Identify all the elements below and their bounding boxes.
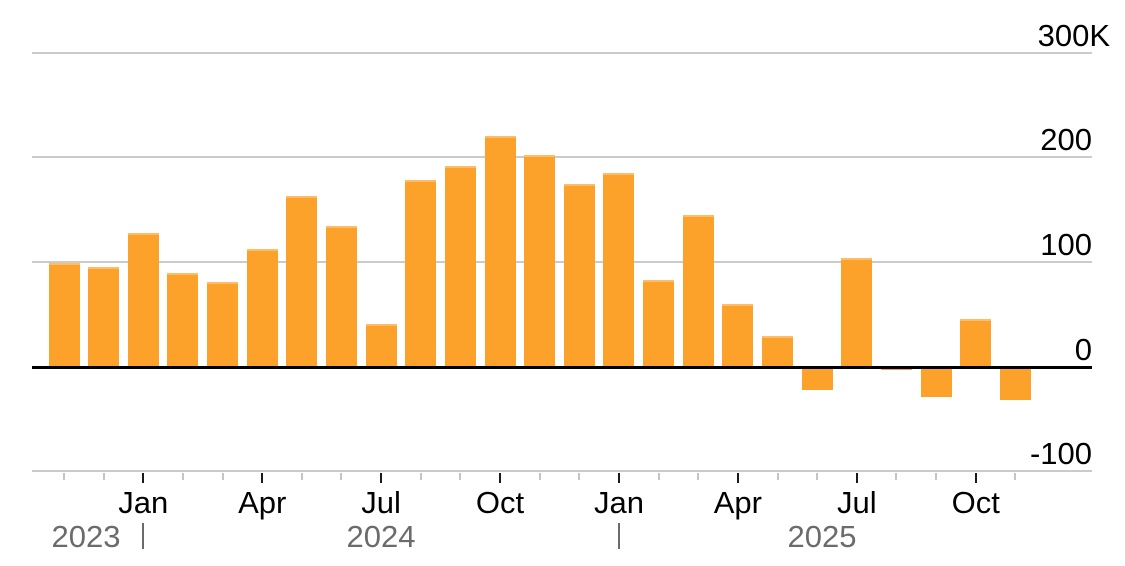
data-bar xyxy=(365,323,397,367)
data-bar xyxy=(484,136,516,367)
data-bar xyxy=(524,155,556,367)
x-tick-major xyxy=(736,472,739,483)
data-bar xyxy=(405,180,437,367)
data-bar xyxy=(207,281,239,367)
data-bar xyxy=(48,263,80,367)
x-tick-minor xyxy=(578,472,581,480)
x-tick-minor xyxy=(459,472,462,480)
x-tick-minor xyxy=(181,472,184,480)
x-tick-major xyxy=(974,472,977,483)
x-tick-minor xyxy=(935,472,938,480)
data-bar xyxy=(682,214,714,367)
x-tick-minor xyxy=(102,472,105,480)
x-tick-minor xyxy=(300,472,303,480)
x-tick-minor xyxy=(538,472,541,480)
data-bar xyxy=(563,183,595,367)
data-bar xyxy=(762,336,794,367)
year-divider xyxy=(142,523,145,549)
x-axis-year-label: 2025 xyxy=(787,519,857,554)
x-tick-minor xyxy=(419,472,422,480)
x-tick-major xyxy=(142,472,145,483)
y-axis-tick-label: 0 xyxy=(1074,331,1092,367)
x-tick-minor xyxy=(776,472,779,480)
data-bar xyxy=(722,303,754,367)
data-bar xyxy=(246,249,278,367)
x-tick-minor xyxy=(697,472,700,480)
data-bar xyxy=(167,272,199,367)
gridline xyxy=(32,51,1092,54)
x-tick-minor xyxy=(657,472,660,480)
y-axis-tick-label: 300K xyxy=(1037,17,1110,53)
data-bar xyxy=(444,165,476,367)
data-bar xyxy=(325,226,357,367)
data-bar xyxy=(643,279,675,367)
x-axis-year-label: 2023 xyxy=(51,519,121,554)
x-tick-major xyxy=(499,472,502,483)
year-divider xyxy=(617,523,620,549)
data-bar xyxy=(999,366,1031,401)
x-tick-minor xyxy=(63,472,65,480)
gridline xyxy=(32,156,1092,159)
x-tick-minor xyxy=(1014,472,1017,480)
data-bar xyxy=(88,267,120,367)
x-tick-major xyxy=(617,472,620,483)
x-axis-month-label: Apr xyxy=(713,485,762,520)
x-tick-minor xyxy=(895,472,898,480)
x-axis-month-label: Oct xyxy=(951,485,1000,520)
data-bar xyxy=(286,196,318,367)
zero-baseline xyxy=(32,365,1092,369)
x-axis-month-label: Oct xyxy=(475,485,525,520)
data-bar xyxy=(603,173,635,367)
gridline xyxy=(32,261,1092,264)
data-bar xyxy=(127,232,159,367)
x-tick-major xyxy=(855,472,858,483)
x-tick-major xyxy=(380,472,383,483)
x-tick-minor xyxy=(221,472,224,480)
x-axis-line xyxy=(32,470,1092,473)
data-bar xyxy=(841,257,873,367)
x-axis-year-label: 2024 xyxy=(346,519,416,554)
x-axis-month-label: Jan xyxy=(118,485,169,520)
y-axis-tick-label: 200 xyxy=(1040,122,1092,158)
x-axis-month-label: Jan xyxy=(593,485,644,520)
x-axis-month-label: Jul xyxy=(836,485,877,520)
x-axis-month-label: Apr xyxy=(238,485,287,520)
x-tick-minor xyxy=(816,472,819,480)
data-bar xyxy=(801,366,833,390)
x-axis-month-label: Jul xyxy=(361,485,401,520)
data-bar xyxy=(960,318,992,367)
y-axis-tick-label: 100 xyxy=(1040,227,1092,263)
data-bar xyxy=(920,366,952,398)
y-axis-tick-label: -100 xyxy=(1029,436,1092,472)
x-tick-minor xyxy=(340,472,343,480)
x-tick-major xyxy=(261,472,264,483)
